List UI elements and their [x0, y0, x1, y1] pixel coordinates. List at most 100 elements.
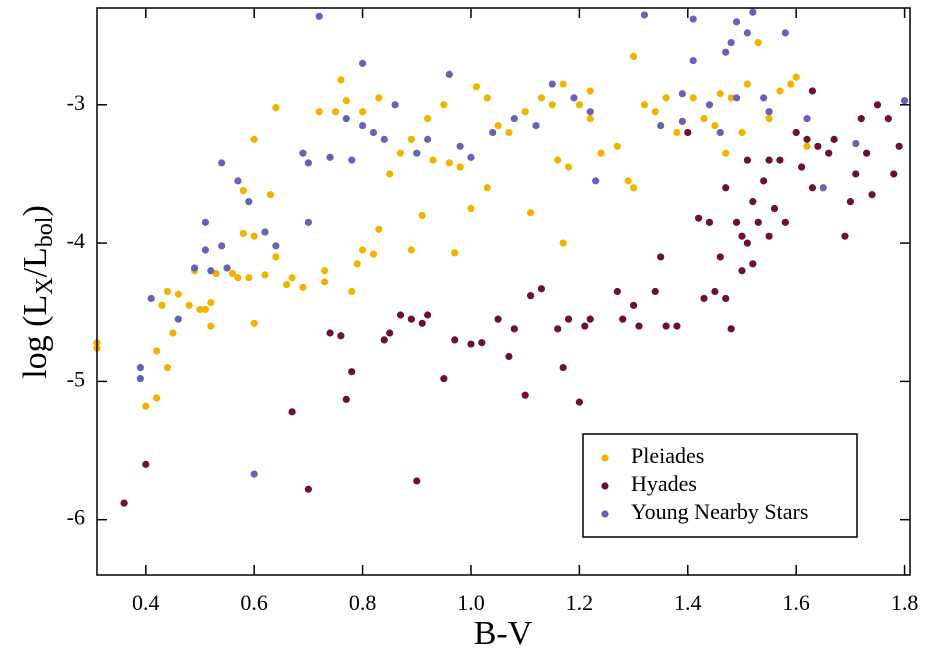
point	[798, 163, 806, 171]
point	[266, 191, 275, 199]
point	[272, 242, 280, 250]
point	[803, 135, 811, 143]
point	[136, 363, 144, 372]
point	[743, 29, 752, 37]
point	[494, 121, 502, 130]
point	[467, 204, 475, 213]
point	[478, 339, 486, 347]
point	[732, 94, 741, 102]
point	[272, 253, 280, 261]
point	[207, 322, 215, 330]
point	[407, 315, 415, 323]
point	[559, 239, 567, 247]
point	[440, 101, 448, 109]
point	[445, 70, 453, 78]
point	[120, 499, 128, 507]
y-label-part: X	[32, 277, 58, 294]
point	[396, 149, 405, 157]
point	[527, 292, 535, 300]
point	[613, 142, 621, 150]
point	[727, 38, 735, 47]
point	[765, 108, 773, 116]
point	[564, 315, 573, 323]
point	[174, 315, 182, 323]
point	[272, 103, 280, 112]
point	[537, 94, 546, 102]
point	[418, 211, 426, 220]
point	[505, 128, 513, 137]
legend-marker	[601, 454, 609, 462]
point	[716, 128, 724, 137]
point	[494, 315, 502, 323]
point	[375, 94, 383, 102]
point	[424, 135, 432, 143]
point	[456, 163, 464, 171]
point	[326, 153, 334, 161]
point	[261, 271, 269, 279]
point	[250, 232, 258, 240]
point	[722, 184, 730, 192]
point	[548, 101, 556, 109]
point	[884, 115, 892, 123]
point	[142, 402, 150, 410]
point	[852, 139, 860, 148]
point	[245, 198, 253, 206]
point	[245, 274, 253, 282]
point	[825, 149, 833, 157]
point	[900, 97, 909, 105]
point	[261, 228, 269, 236]
point	[695, 214, 703, 222]
point	[581, 322, 589, 330]
point	[250, 135, 258, 143]
point	[743, 239, 752, 247]
point	[689, 56, 697, 65]
point	[586, 108, 594, 116]
point	[732, 18, 741, 26]
point	[451, 336, 459, 344]
plot-frame	[96, 7, 911, 576]
point	[738, 267, 746, 275]
x-tick-label: 0.4	[132, 590, 160, 615]
point	[391, 101, 399, 109]
point	[158, 301, 166, 309]
point	[505, 352, 513, 361]
point	[689, 94, 697, 102]
point	[781, 218, 789, 226]
point	[407, 135, 415, 143]
point	[868, 191, 876, 199]
point	[299, 283, 307, 291]
point	[440, 375, 448, 383]
point	[613, 287, 621, 296]
point	[700, 115, 708, 123]
point	[808, 184, 817, 192]
point	[288, 408, 296, 416]
point	[629, 52, 638, 61]
legend-box	[582, 433, 858, 538]
point	[673, 128, 681, 137]
point	[586, 115, 594, 123]
point	[760, 177, 768, 185]
point	[662, 322, 670, 330]
point	[342, 97, 350, 105]
point	[808, 87, 817, 95]
x-tick-label: 0.6	[240, 590, 268, 615]
x-tick-label: 1.8	[891, 590, 919, 615]
point	[689, 15, 697, 23]
point	[153, 347, 161, 355]
point	[445, 159, 453, 167]
point	[803, 115, 811, 123]
point	[787, 80, 795, 88]
point	[342, 115, 350, 123]
legend-label: Hyades	[631, 471, 697, 496]
point	[722, 149, 730, 157]
point	[483, 184, 491, 192]
point	[358, 121, 367, 130]
point	[218, 242, 226, 250]
point	[863, 149, 871, 157]
point	[315, 12, 323, 20]
point	[532, 121, 540, 130]
point	[722, 294, 730, 303]
point	[337, 332, 345, 340]
point	[239, 229, 247, 238]
point	[304, 159, 312, 167]
